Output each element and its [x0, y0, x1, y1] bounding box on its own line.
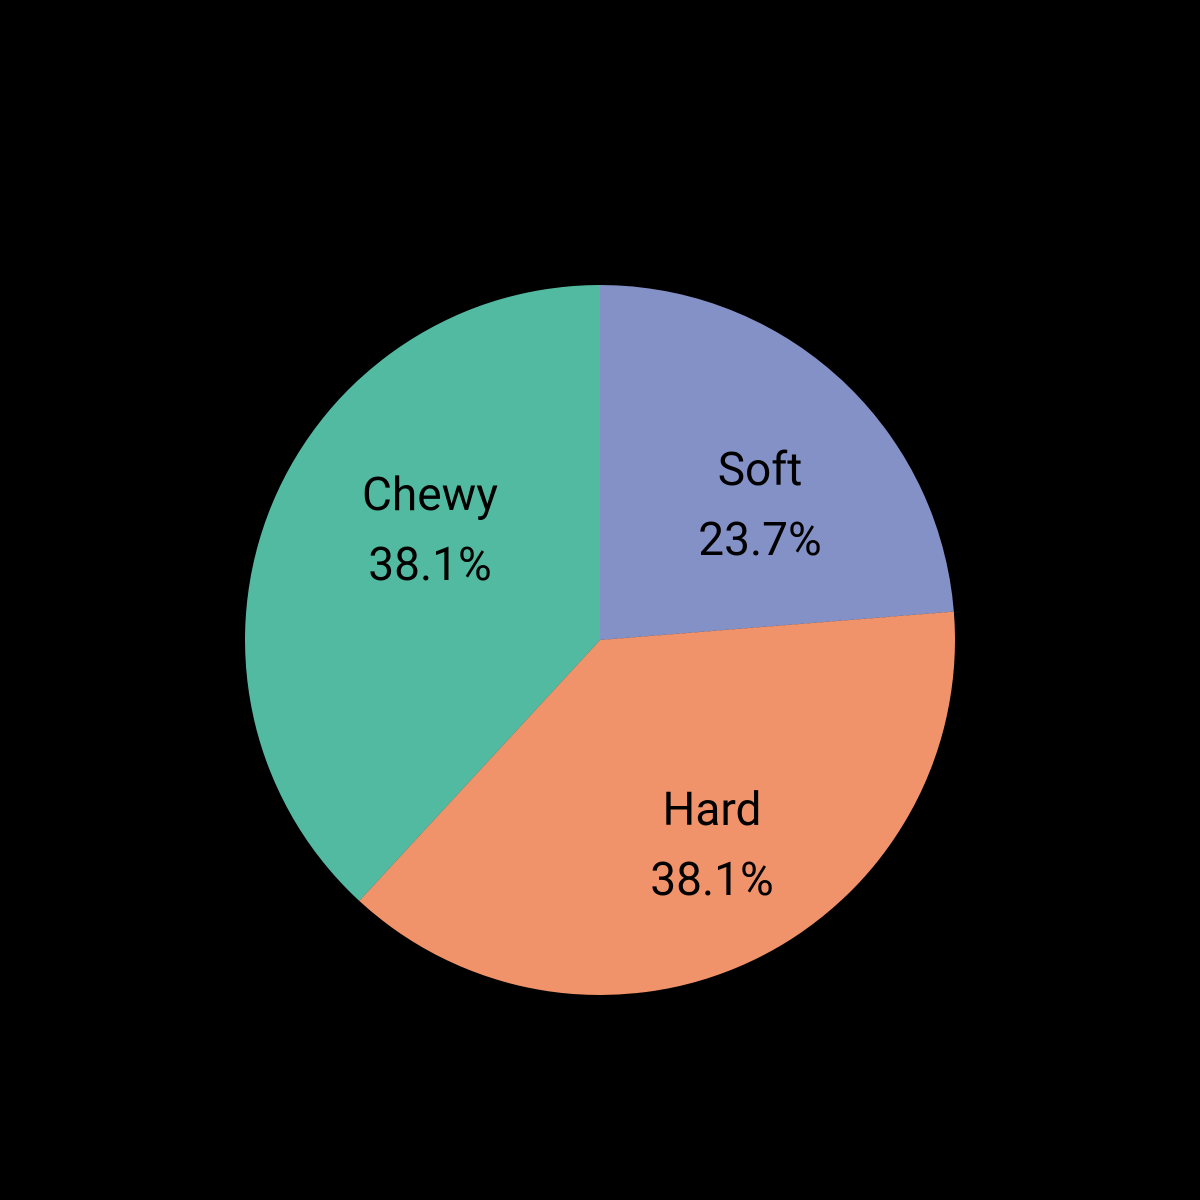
slice-pct-chewy: 38.1%	[368, 538, 491, 592]
pie-svg: Soft 23.7% Hard 38.1% Chewy 38.1%	[0, 0, 1200, 1200]
slice-label-hard: Hard	[663, 783, 762, 837]
slice-label-soft: Soft	[718, 443, 803, 497]
slice-pct-soft: 23.7%	[698, 513, 821, 567]
slice-pct-hard: 38.1%	[650, 853, 773, 907]
slice-label-chewy: Chewy	[362, 468, 498, 522]
pie-chart: Soft 23.7% Hard 38.1% Chewy 38.1%	[0, 0, 1200, 1200]
